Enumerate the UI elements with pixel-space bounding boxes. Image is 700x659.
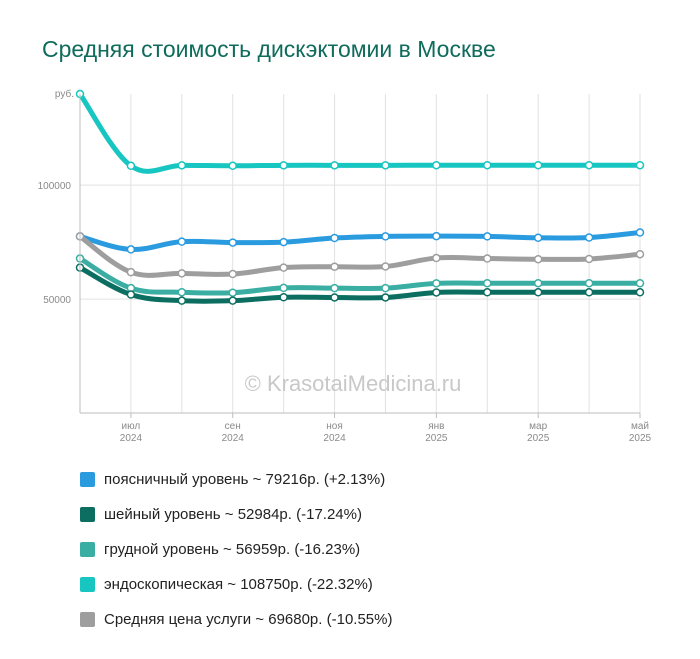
data-point: [279, 237, 288, 247]
data-point: [635, 278, 645, 288]
data-point: [483, 288, 492, 297]
data-point: [330, 161, 339, 170]
x-tick-month-label: июл: [122, 421, 141, 432]
data-point: [177, 287, 187, 297]
y-tick-label: 50000: [43, 295, 71, 306]
data-point: [126, 290, 136, 299]
data-point: [584, 278, 594, 288]
x-tick-month-label: сен: [225, 421, 241, 432]
data-point: [279, 263, 288, 272]
data-point: [228, 269, 237, 279]
watermark: © KrasotaiMedicina.ru: [245, 371, 462, 396]
data-point: [228, 296, 237, 305]
data-point: [228, 238, 237, 247]
data-point: [584, 160, 594, 170]
data-point: [381, 262, 390, 271]
data-point: [126, 161, 136, 171]
data-point: [228, 288, 237, 297]
series-line-2: [77, 233, 643, 278]
axis-layer: 10000050000руб.июл2024сен2024ноя2024янв2…: [38, 88, 652, 444]
data-point: [228, 161, 237, 171]
legend-swatch: [80, 612, 95, 627]
data-point: [483, 232, 492, 241]
legend-item[interactable]: Средняя цена услуги ~ 69680р. (-10.55%): [80, 602, 392, 637]
data-point: [584, 288, 594, 297]
data-point: [381, 293, 390, 302]
data-point: [635, 249, 645, 259]
chart-title: Средняя стоимость дискэктомии в Москве: [42, 36, 496, 62]
legend-swatch: [80, 542, 95, 557]
data-point: [432, 253, 441, 263]
legend-item[interactable]: эндоскопическая ~ 108750р. (-22.32%): [80, 567, 392, 602]
data-point: [279, 283, 288, 293]
series-line-4: [77, 265, 643, 304]
data-point: [126, 267, 136, 277]
data-point: [584, 233, 594, 242]
data-point: [533, 233, 543, 243]
series-line-0: [77, 91, 643, 174]
data-point: [177, 296, 187, 305]
x-tick-year-label: 2024: [222, 433, 245, 444]
legend-label: Средняя цена услуги ~ 69680р. (-10.55%): [104, 611, 393, 628]
x-tick-year-label: 2025: [527, 433, 550, 444]
x-tick-month-label: ноя: [326, 421, 343, 432]
x-tick-year-label: 2025: [425, 433, 448, 444]
data-point: [381, 161, 390, 170]
data-point: [533, 278, 543, 288]
marker-layer: [75, 89, 645, 305]
data-point: [177, 269, 187, 278]
y-tick-label: 100000: [38, 181, 72, 192]
data-point: [381, 283, 390, 293]
data-point: [279, 161, 288, 170]
data-point: [330, 293, 339, 302]
series-line-1: [77, 230, 643, 252]
data-point: [177, 161, 187, 170]
x-tick-year-label: 2025: [629, 433, 652, 444]
legend-item[interactable]: шейный уровень ~ 52984р. (-17.24%): [80, 497, 392, 532]
data-point: [483, 160, 492, 170]
data-point: [533, 254, 543, 264]
data-point: [483, 278, 492, 288]
legend-item[interactable]: поясничный уровень ~ 79216р. (+2.13%): [80, 462, 392, 497]
x-tick-month-label: янв: [428, 421, 444, 432]
series-layer: [77, 91, 643, 304]
data-point: [635, 228, 645, 237]
data-point: [483, 254, 492, 263]
data-point: [432, 288, 441, 297]
x-tick-year-label: 2024: [323, 433, 346, 444]
legend-label: эндоскопическая ~ 108750р. (-22.32%): [104, 576, 373, 593]
data-point: [330, 233, 339, 243]
x-tick-month-label: май: [631, 421, 649, 432]
grid-layer: [80, 94, 641, 413]
data-point: [330, 283, 339, 293]
data-point: [432, 231, 441, 241]
legend-swatch: [80, 577, 95, 592]
legend-swatch: [80, 507, 95, 522]
x-tick-month-label: мар: [529, 421, 547, 432]
data-point: [432, 160, 441, 170]
data-point: [126, 245, 136, 254]
legend-label: поясничный уровень ~ 79216р. (+2.13%): [104, 471, 386, 488]
data-point: [330, 262, 339, 271]
legend: поясничный уровень ~ 79216р. (+2.13%) шей…: [80, 462, 392, 637]
data-point: [279, 292, 288, 302]
legend-item[interactable]: грудной уровень ~ 56959р. (-16.23%): [80, 532, 392, 567]
legend-label: шейный уровень ~ 52984р. (-17.24%): [104, 506, 362, 523]
line-chart: © KrasotaiMedicina.ru 100000 50000 руб. июл…: [38, 88, 652, 444]
legend-label: грудной уровень ~ 56959р. (-16.23%): [104, 541, 361, 558]
data-point: [533, 160, 543, 170]
x-tick-year-label: 2024: [120, 433, 143, 444]
y-unit-label: руб.: [55, 88, 74, 100]
data-point: [635, 160, 645, 170]
data-point: [381, 232, 390, 241]
data-point: [584, 254, 594, 264]
legend-swatch: [80, 472, 95, 487]
data-point: [533, 288, 543, 297]
data-point: [635, 288, 645, 297]
series-line-3: [77, 256, 643, 296]
data-point: [177, 237, 187, 246]
data-point: [432, 279, 441, 288]
